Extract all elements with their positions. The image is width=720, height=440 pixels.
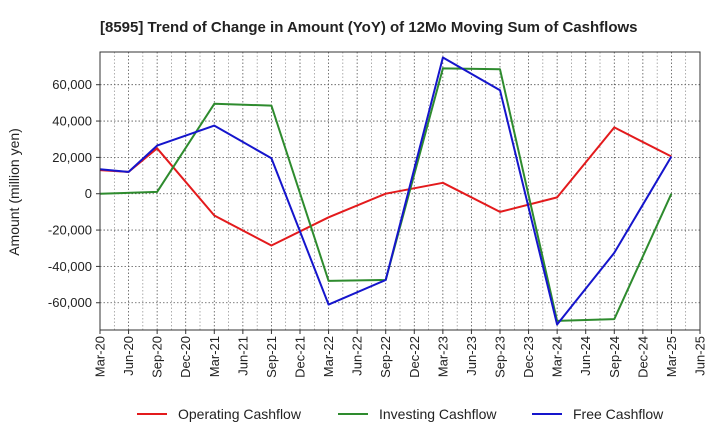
series-line-operating-cashflow (99, 126, 672, 247)
x-tick-label: Mar-24 (550, 336, 565, 377)
legend-label: Free Cashflow (573, 406, 664, 422)
x-tick-label: Dec-22 (407, 336, 422, 378)
x-tick-label: Sep-23 (493, 336, 508, 378)
x-tick-label: Mar-25 (664, 336, 679, 377)
x-tick-label: Mar-22 (321, 336, 336, 377)
y-tick-label: -60,000 (48, 295, 92, 310)
x-tick-label: Jun-25 (693, 336, 708, 376)
x-tick-label: Jun-24 (578, 336, 593, 376)
x-tick-label: Sep-24 (607, 336, 622, 378)
x-tick-label: Jun-20 (121, 336, 136, 376)
x-tick-label: Jun-22 (350, 336, 365, 376)
x-tick-label: Mar-21 (207, 336, 222, 377)
x-tick-label: Dec-21 (293, 336, 308, 378)
y-tick-label: 60,000 (52, 77, 92, 92)
plot-frame (99, 51, 701, 331)
axis-layer: -60,000 -40,000 -20,000 0 20,000 40,000 60,000… (48, 51, 708, 378)
x-tick-label: Mar-20 (93, 336, 108, 377)
series-line-free-cashflow (99, 56, 673, 326)
legend-label: Operating Cashflow (178, 406, 302, 422)
x-tick-label: Dec-23 (521, 336, 536, 378)
x-tick-label: Mar-23 (435, 336, 450, 377)
series-layer (99, 56, 673, 326)
x-tick-label: Sep-21 (264, 336, 279, 378)
x-tick-label: Sep-22 (378, 336, 393, 378)
x-tick-label: Jun-23 (464, 336, 479, 376)
x-tick-label: Sep-20 (150, 336, 165, 378)
chart-title: [8595] Trend of Change in Amount (YoY) o… (100, 19, 638, 36)
x-tick-label: Jun-21 (235, 336, 250, 376)
y-axis-label: Amount (million yen) (6, 128, 22, 256)
y-tick-label: -40,000 (48, 259, 92, 274)
legend: Operating Cashflow Investing Cashflow Free… (137, 406, 664, 422)
y-tick-label: 0 (85, 186, 92, 201)
y-tick-label: 20,000 (52, 150, 92, 165)
y-tick-label: 40,000 (52, 114, 92, 129)
legend-label: Investing Cashflow (379, 406, 497, 422)
x-tick-label: Dec-20 (178, 336, 193, 378)
grid-layer (99, 52, 701, 330)
y-tick-label: -20,000 (48, 223, 92, 238)
x-tick-label: Dec-24 (635, 336, 650, 378)
